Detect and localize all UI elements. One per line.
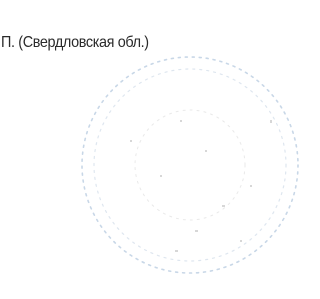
stamp-inner-ring bbox=[94, 69, 286, 261]
document-scan: П. (Свердловская обл.) bbox=[0, 0, 299, 299]
stamp-specks bbox=[130, 120, 272, 252]
stamp-outer-ring bbox=[82, 57, 298, 273]
stamp-center-ring bbox=[135, 110, 245, 220]
caption-text: П. (Свердловская обл.) bbox=[1, 34, 149, 52]
